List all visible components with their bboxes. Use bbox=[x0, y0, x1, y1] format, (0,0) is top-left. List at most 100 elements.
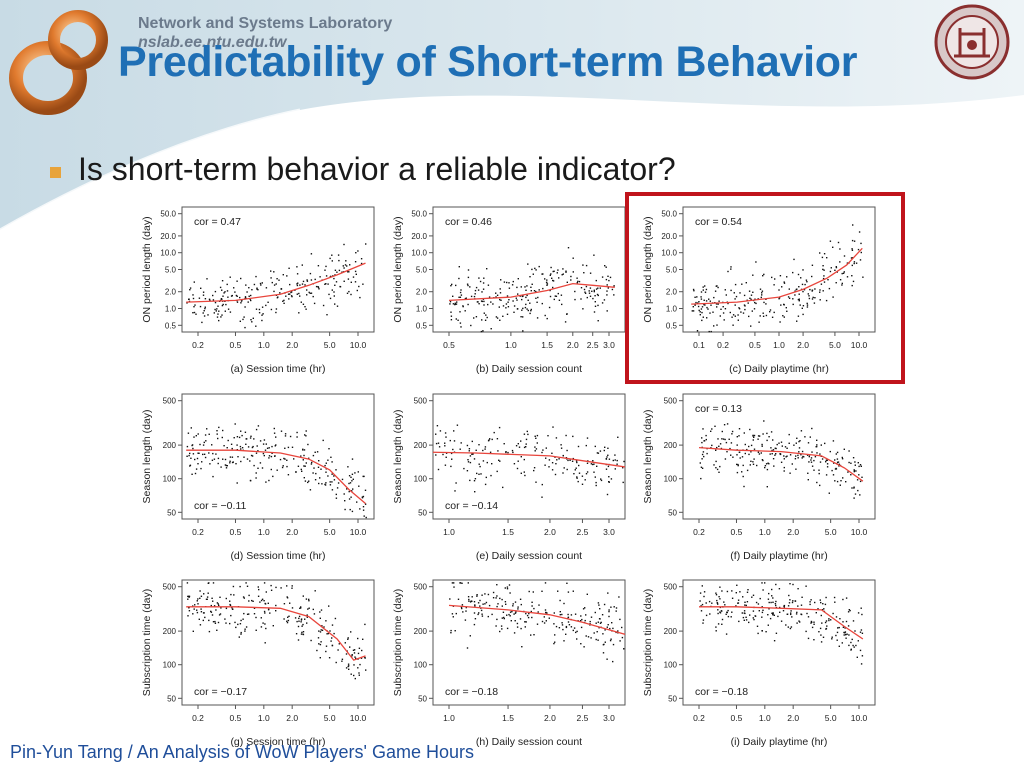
scatter-point bbox=[467, 303, 469, 306]
scatter-point bbox=[580, 626, 583, 629]
scatter-point bbox=[286, 465, 288, 468]
scatter-point bbox=[520, 456, 522, 458]
scatter-point bbox=[705, 288, 708, 291]
scatter-point bbox=[455, 612, 457, 615]
scatter-point bbox=[731, 597, 734, 599]
scatter-point bbox=[506, 295, 509, 297]
scatter-point bbox=[264, 602, 266, 605]
scatter-point bbox=[576, 476, 578, 478]
scatter-point bbox=[476, 594, 478, 596]
scatter-point bbox=[296, 266, 298, 268]
scatter-point bbox=[764, 465, 767, 467]
scatter-point bbox=[248, 600, 250, 602]
scatter-point bbox=[309, 292, 311, 294]
scatter-point bbox=[514, 620, 516, 622]
scatter-point bbox=[752, 439, 754, 441]
scatter-point bbox=[609, 639, 612, 642]
scatter-point bbox=[502, 305, 505, 307]
scatter-point bbox=[196, 611, 199, 614]
scatter-point bbox=[209, 463, 211, 465]
scatter-point bbox=[821, 458, 824, 460]
scatter-point bbox=[795, 468, 797, 470]
scatter-point bbox=[241, 447, 244, 449]
scatter-point bbox=[296, 283, 298, 285]
scatter-point bbox=[746, 601, 749, 603]
scatter-point bbox=[231, 447, 233, 450]
scatter-point bbox=[566, 313, 568, 315]
scatter-point bbox=[304, 306, 306, 308]
correlation-label: cor = 0.46 bbox=[445, 216, 492, 228]
scatter-point bbox=[534, 267, 536, 270]
scatter-point bbox=[533, 290, 536, 292]
scatter-point bbox=[264, 642, 266, 644]
scatter-point bbox=[331, 489, 334, 491]
scatter-point bbox=[737, 464, 739, 467]
scatter-point bbox=[273, 432, 276, 434]
scatter-point bbox=[736, 584, 738, 586]
x-tick-label: 1.0 bbox=[759, 527, 771, 537]
scatter-point bbox=[244, 306, 246, 308]
scatter-point bbox=[192, 447, 194, 450]
scatter-point bbox=[268, 455, 271, 457]
scatter-point bbox=[771, 595, 773, 597]
scatter-point bbox=[204, 307, 206, 310]
scatter-point bbox=[291, 446, 294, 448]
scatter-point bbox=[817, 608, 819, 610]
scatter-point bbox=[477, 602, 480, 604]
scatter-point bbox=[700, 296, 702, 298]
scatter-point bbox=[362, 475, 364, 478]
scatter-point bbox=[766, 432, 768, 435]
scatter-point bbox=[825, 474, 828, 476]
scatter-point bbox=[710, 430, 712, 432]
scatter-point bbox=[603, 299, 606, 301]
scatter-point bbox=[551, 469, 554, 471]
scatter-point bbox=[848, 461, 850, 464]
scatter-point bbox=[204, 434, 207, 436]
scatter-point bbox=[351, 473, 354, 475]
scatter-point bbox=[814, 601, 816, 604]
scatter-point bbox=[581, 475, 584, 477]
scatter-point bbox=[319, 643, 322, 646]
scatter-point bbox=[338, 269, 341, 272]
fit-line bbox=[448, 604, 625, 636]
scatter-point bbox=[853, 497, 855, 499]
scatter-point bbox=[697, 305, 700, 308]
scatter-point bbox=[805, 279, 808, 281]
y-tick-label: 500 bbox=[414, 397, 428, 406]
scatter-point bbox=[240, 302, 242, 304]
scatter-point bbox=[559, 599, 561, 602]
scatter-point bbox=[304, 434, 306, 436]
scatter-point bbox=[558, 458, 560, 460]
x-tick-label: 1.0 bbox=[759, 713, 771, 723]
scatter-point bbox=[270, 455, 273, 458]
scatter-point bbox=[259, 440, 262, 442]
scatter-point bbox=[709, 300, 711, 302]
scatter-point bbox=[819, 599, 821, 601]
correlation-label: cor = −0.11 bbox=[194, 500, 247, 512]
scatter-point bbox=[460, 294, 463, 296]
scatter-point bbox=[352, 488, 354, 490]
scatter-point bbox=[607, 624, 609, 626]
scatter-point bbox=[757, 632, 759, 635]
scatter-point bbox=[258, 308, 261, 311]
scatter-point bbox=[814, 297, 816, 299]
scatter-point bbox=[798, 440, 800, 443]
scatter-point bbox=[603, 643, 605, 646]
scatter-point bbox=[275, 604, 277, 607]
scatter-point bbox=[599, 608, 601, 610]
scatter-point bbox=[740, 311, 742, 313]
scatter-point bbox=[552, 286, 554, 289]
scatter-point bbox=[199, 590, 201, 592]
scatter-point bbox=[306, 279, 308, 281]
scatter-point bbox=[247, 301, 249, 303]
scatter-point bbox=[703, 455, 705, 458]
scatter-point bbox=[557, 292, 559, 295]
scatter-point bbox=[335, 469, 337, 471]
scatter-point bbox=[576, 630, 578, 633]
scatter-point bbox=[799, 304, 801, 306]
scatter-point bbox=[822, 277, 825, 280]
scatter-point bbox=[268, 479, 270, 482]
scatter-point bbox=[243, 316, 245, 318]
panel-frame bbox=[682, 206, 876, 333]
scatter-point bbox=[525, 296, 527, 299]
